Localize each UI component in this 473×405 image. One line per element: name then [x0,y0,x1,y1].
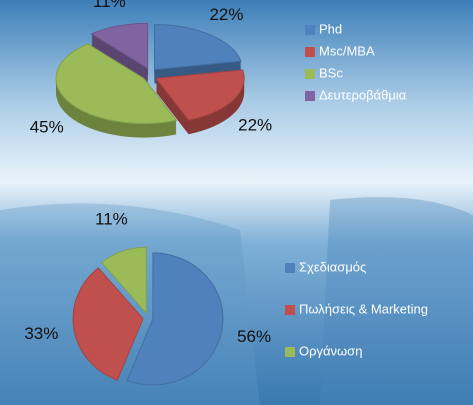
legend-swatch [285,305,295,315]
legend-swatch [285,263,295,273]
value-label: 22% [238,116,272,135]
legend-swatch [285,347,295,357]
legend-swatch [305,69,315,79]
chart: 22% Phd 22% Msc/MBA 45% BSc 11% Δευτεροβάθμια 56… [0,0,473,405]
legend-label: Phd [319,21,342,36]
legend-swatch [305,91,315,101]
legend-label: Msc/MBA [319,43,375,58]
legend-label: Δευτεροβάθμια [319,87,407,102]
legend-label: Σχεδιασμός [299,259,366,274]
value-label: 11% [93,0,126,11]
value-label: 33% [24,324,58,343]
value-label: 11% [95,210,128,229]
value-label: 45% [30,118,64,137]
value-label: 22% [209,5,243,24]
legend-swatch [305,25,315,35]
value-label: 56% [237,327,271,346]
legend-swatch [305,47,315,57]
legend-label: BSc [319,65,343,80]
legend-label: Οργάνωση [299,343,362,358]
legend-label: Πωλήσεις & Marketing [299,301,428,316]
